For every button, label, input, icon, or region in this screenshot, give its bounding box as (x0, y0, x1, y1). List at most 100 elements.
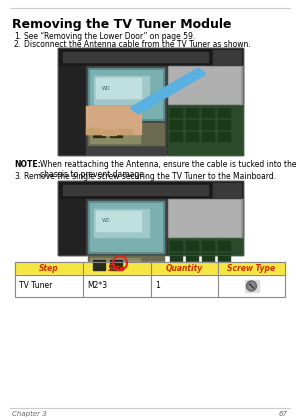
Bar (168, 199, 243, 255)
Bar (58, 181, 243, 255)
Bar (88, 123, 164, 145)
Bar (168, 66, 243, 155)
Text: Screw Type: Screw Type (227, 264, 276, 273)
Bar (170, 253, 182, 262)
Bar (205, 67, 210, 103)
Bar (170, 120, 182, 129)
Bar (187, 200, 192, 236)
Bar (169, 67, 174, 103)
Text: 3.: 3. (14, 172, 21, 181)
Bar (94, 209, 149, 237)
Text: NOTE:: NOTE: (14, 160, 41, 169)
Bar (186, 120, 198, 129)
Bar (218, 108, 230, 117)
Bar (169, 200, 174, 236)
Bar (58, 48, 243, 155)
Bar (199, 200, 204, 236)
Bar (217, 67, 222, 103)
Bar (88, 68, 164, 120)
Bar (15, 262, 285, 297)
Bar (229, 67, 234, 103)
Bar (170, 265, 182, 274)
Polygon shape (130, 68, 206, 114)
Bar (90, 203, 162, 251)
Text: See “Removing the Lower Door” on page 59.: See “Removing the Lower Door” on page 59… (24, 32, 195, 41)
Bar (86, 66, 166, 155)
Bar (205, 200, 210, 236)
Bar (88, 256, 164, 278)
Bar (15, 262, 285, 275)
Bar (218, 241, 230, 250)
Bar (181, 200, 186, 236)
Bar (218, 265, 230, 274)
Bar (88, 201, 164, 253)
Bar (170, 132, 182, 141)
Bar (217, 200, 222, 236)
Bar (96, 78, 141, 98)
Bar (58, 181, 243, 255)
Text: Remove the single screw securing the TV Tuner to the Mainboard.: Remove the single screw securing the TV … (24, 172, 276, 181)
Bar (213, 50, 241, 64)
Bar (90, 258, 140, 276)
Bar (202, 120, 214, 129)
Bar (168, 66, 243, 104)
Bar (86, 199, 166, 255)
Bar (110, 260, 122, 270)
Bar (229, 200, 234, 236)
Bar (63, 52, 208, 62)
Bar (202, 108, 214, 117)
Bar (58, 66, 86, 155)
Text: 1.: 1. (14, 32, 21, 41)
Text: 2.: 2. (14, 40, 21, 49)
Bar (193, 200, 198, 236)
Bar (187, 67, 192, 103)
Text: Chapter 3: Chapter 3 (12, 411, 47, 417)
Bar (63, 185, 208, 195)
Bar (235, 67, 240, 103)
Circle shape (248, 283, 255, 289)
Bar (244, 280, 259, 292)
Bar (218, 120, 230, 129)
Bar (94, 76, 149, 104)
Text: Disconnect the Antenna cable from the TV Tuner as shown.: Disconnect the Antenna cable from the TV… (24, 40, 251, 49)
Bar (211, 200, 216, 236)
Bar (199, 67, 204, 103)
Bar (58, 48, 243, 66)
Bar (235, 200, 240, 236)
Text: When reattaching the Antenna, ensure the cable is tucked into the chassis to pre: When reattaching the Antenna, ensure the… (40, 160, 296, 179)
Bar (96, 211, 141, 231)
Text: M2*3: M2*3 (87, 281, 107, 291)
Bar (223, 200, 228, 236)
Text: 67: 67 (279, 411, 288, 417)
Bar (186, 132, 198, 141)
Bar (181, 67, 186, 103)
Text: Quantity: Quantity (166, 264, 203, 273)
Bar (118, 129, 132, 134)
Circle shape (247, 281, 256, 291)
Bar (175, 67, 180, 103)
Text: WD: WD (102, 86, 110, 90)
Bar (175, 200, 180, 236)
Text: 1: 1 (155, 281, 160, 291)
Bar (58, 181, 243, 199)
Bar (186, 241, 198, 250)
Bar (86, 128, 100, 134)
Bar (93, 127, 105, 137)
Text: Removing the TV Tuner Module: Removing the TV Tuner Module (12, 18, 232, 31)
Bar (58, 199, 86, 255)
Bar (193, 67, 198, 103)
Bar (186, 108, 198, 117)
Bar (58, 48, 243, 155)
Bar (110, 127, 122, 137)
Text: Step: Step (39, 264, 59, 273)
Bar (213, 183, 241, 197)
Bar (15, 275, 285, 297)
Text: TV Tuner: TV Tuner (19, 281, 52, 291)
Bar (218, 253, 230, 262)
Bar (102, 130, 116, 135)
Bar (86, 106, 141, 134)
Bar (90, 125, 140, 143)
Bar (202, 132, 214, 141)
Bar (211, 67, 216, 103)
Bar (90, 70, 162, 118)
